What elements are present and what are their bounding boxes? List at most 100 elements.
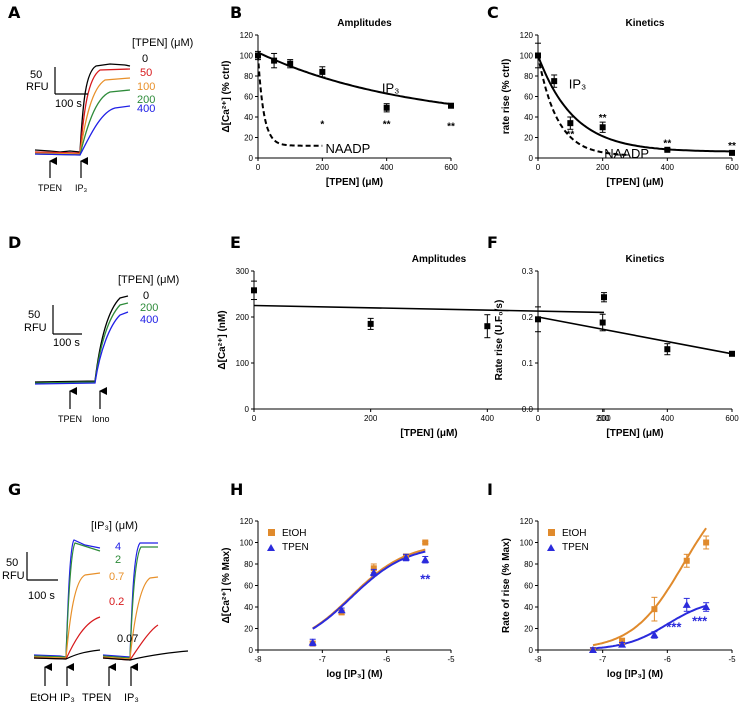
trace-g-scale-x: 100 s — [28, 590, 55, 602]
chart-c-curve-label-naadp: NAADP — [604, 146, 649, 161]
chart-f-ytick-label-3: 0.3 — [522, 267, 534, 276]
chart-c-xlabel: [TPEN] (μM) — [606, 177, 663, 188]
arrow-a-label-2: IP₃ — [75, 183, 88, 193]
chart-c-point-0-3 — [599, 124, 606, 131]
chart-b-sig-1: ** — [383, 119, 391, 130]
trace-d-200 — [34, 302, 129, 384]
chart-i-ytick-label-0: 0 — [529, 646, 534, 655]
chart-i-point-1-3 — [682, 600, 691, 608]
chart-e-point-0-3 — [601, 294, 607, 301]
trace-d-scale-y: 50 — [28, 309, 40, 321]
chart-h-point-1-2 — [369, 568, 378, 576]
chart-b-fit-naadp — [257, 55, 323, 147]
chart-h-ytick-label-1: 20 — [244, 625, 253, 634]
trace-a-label-400: 400 — [137, 103, 155, 115]
chart-f: Kinetics 0.0 0.1 0.2 0.3 0 200 400 600 [TPEN] (μM… — [494, 254, 739, 439]
chart-h-point-1-0 — [308, 638, 317, 646]
trace-a-label-0: 0 — [142, 53, 148, 65]
chart-f-point-0-3 — [729, 350, 735, 357]
chart-h-xtick-label-3: -5 — [447, 655, 455, 664]
chart-i-sig-1: *** — [692, 613, 708, 628]
chart-i-point-1-2 — [650, 630, 659, 638]
trace-a-0 — [34, 63, 131, 153]
arrow-d-label-1: TPEN — [58, 414, 82, 424]
chart-b-title: Amplitudes — [337, 18, 392, 29]
chart-f-title: Kinetics — [626, 254, 665, 265]
chart-h-legend-label-1: TPEN — [282, 542, 309, 553]
chart-e-point-0-2 — [484, 323, 491, 330]
trace-g-label-0.07: 0.07 — [117, 633, 138, 645]
trace-g-label-2: 2 — [115, 554, 121, 566]
chart-e: Amplitudes 0 100 200 300 0 200 400 600 [TPEN] (μM… — [217, 254, 611, 439]
chart-h-xtick-label-1: -7 — [319, 655, 327, 664]
chart-e-xtick-label-2: 400 — [481, 414, 495, 423]
trace-d-label-0: 0 — [143, 290, 149, 302]
chart-c-point-0-4 — [664, 146, 671, 153]
chart-i-ytick-label-1: 20 — [524, 625, 533, 634]
trace-a-header: [TPEN] (μM) — [132, 37, 193, 49]
trace-g-tpen-0.7 — [102, 576, 159, 660]
chart-b-point-0-4 — [383, 104, 390, 111]
chart-i-ytick-label-4: 80 — [524, 560, 533, 569]
chart-h-point-1-1 — [337, 606, 346, 614]
chart-c-ytick-label-0: 0 — [529, 154, 534, 163]
chart-h-legend-marker-0 — [268, 529, 275, 536]
chart-b-ytick-label-2: 40 — [244, 113, 253, 122]
chart-c-point-0-1 — [551, 78, 558, 85]
chart-i-legend-label-1: TPEN — [562, 542, 589, 553]
chart-c-sig-0: ** — [566, 130, 574, 141]
chart-h-ytick-label-2: 40 — [244, 603, 253, 612]
trace-g-header: [IP₃] (μM) — [91, 520, 138, 532]
chart-f-xtick-label-2: 400 — [661, 414, 675, 423]
trace-panel-g: [IP₃] (μM) 4 2 0.7 0.2 0.07 50 RFU 100 s… — [2, 520, 189, 704]
chart-f-xtick-label-1: 200 — [596, 414, 610, 423]
chart-i-legend-marker-1 — [547, 544, 555, 551]
panel-label-g: G — [8, 480, 21, 499]
chart-h-xtick-label-2: -6 — [383, 655, 391, 664]
chart-b-point-0-3 — [319, 68, 326, 75]
chart-c-ytick-label-3: 60 — [524, 93, 533, 102]
trace-a-scale-x: 100 s — [55, 98, 82, 110]
trace-d-label-200: 200 — [140, 302, 158, 314]
chart-c-point-0-5 — [729, 149, 735, 156]
trace-g-label-4: 4 — [115, 541, 121, 553]
trace-d-0 — [34, 295, 129, 383]
chart-h-ytick-label-4: 80 — [244, 560, 253, 569]
chart-b-point-0-5 — [448, 102, 454, 109]
trace-d-scale-x: 100 s — [53, 337, 80, 349]
trace-panel-a: [TPEN] (μM) 0 50 100 200 400 50 RFU 100 … — [26, 37, 193, 193]
chart-b-xtick-label-2: 400 — [380, 163, 394, 172]
chart-i-fit-etoh — [592, 527, 707, 647]
chart-c-ytick-label-6: 120 — [520, 31, 534, 40]
chart-f-point-0-2 — [664, 346, 671, 353]
chart-i-point-0-3 — [683, 557, 690, 564]
chart-h-xlabel: log [IP₃] (M) — [326, 669, 382, 680]
arrow-g-label-2: IP₃ — [60, 692, 75, 704]
panel-label-f: F — [487, 233, 498, 252]
chart-e-title: Amplitudes — [412, 254, 467, 265]
chart-c-sig-2: ** — [663, 139, 671, 150]
chart-h-sig-0: ** — [420, 571, 431, 586]
trace-a-scale-y-unit: RFU — [26, 81, 49, 93]
panel-label-b: B — [230, 3, 242, 22]
chart-b-ytick-label-6: 120 — [240, 31, 254, 40]
chart-b: Amplitudes 0 20 40 60 80 100 120 0 200 400 600 [TPEN… — [221, 18, 458, 188]
chart-i-sig-0: *** — [666, 620, 682, 635]
chart-b-point-0-1 — [271, 57, 278, 64]
chart-b-xlabel: [TPEN] (μM) — [326, 177, 383, 188]
trace-g-label-0.2: 0.2 — [109, 596, 124, 608]
trace-g-label-0.7: 0.7 — [109, 571, 124, 583]
chart-h-point-0-2 — [370, 565, 377, 572]
trace-g-etoh-0.07 — [33, 649, 101, 660]
panel-label-h: H — [230, 480, 243, 499]
chart-i-xtick-label-2: -6 — [664, 655, 672, 664]
chart-c-ytick-label-1: 20 — [524, 134, 533, 143]
chart-h: 0 20 40 60 80 100 120 -8 -7 -6 -5 log [IP₃] (M) Δ[Ca… — [221, 517, 455, 680]
panel-label-c: C — [487, 3, 499, 22]
chart-c-fit-naadp — [537, 55, 629, 156]
chart-i-legend-marker-0 — [548, 529, 555, 536]
chart-b-xtick-label-3: 600 — [444, 163, 458, 172]
chart-e-point-0-1 — [367, 320, 374, 327]
trace-a-label-100: 100 — [137, 81, 155, 93]
